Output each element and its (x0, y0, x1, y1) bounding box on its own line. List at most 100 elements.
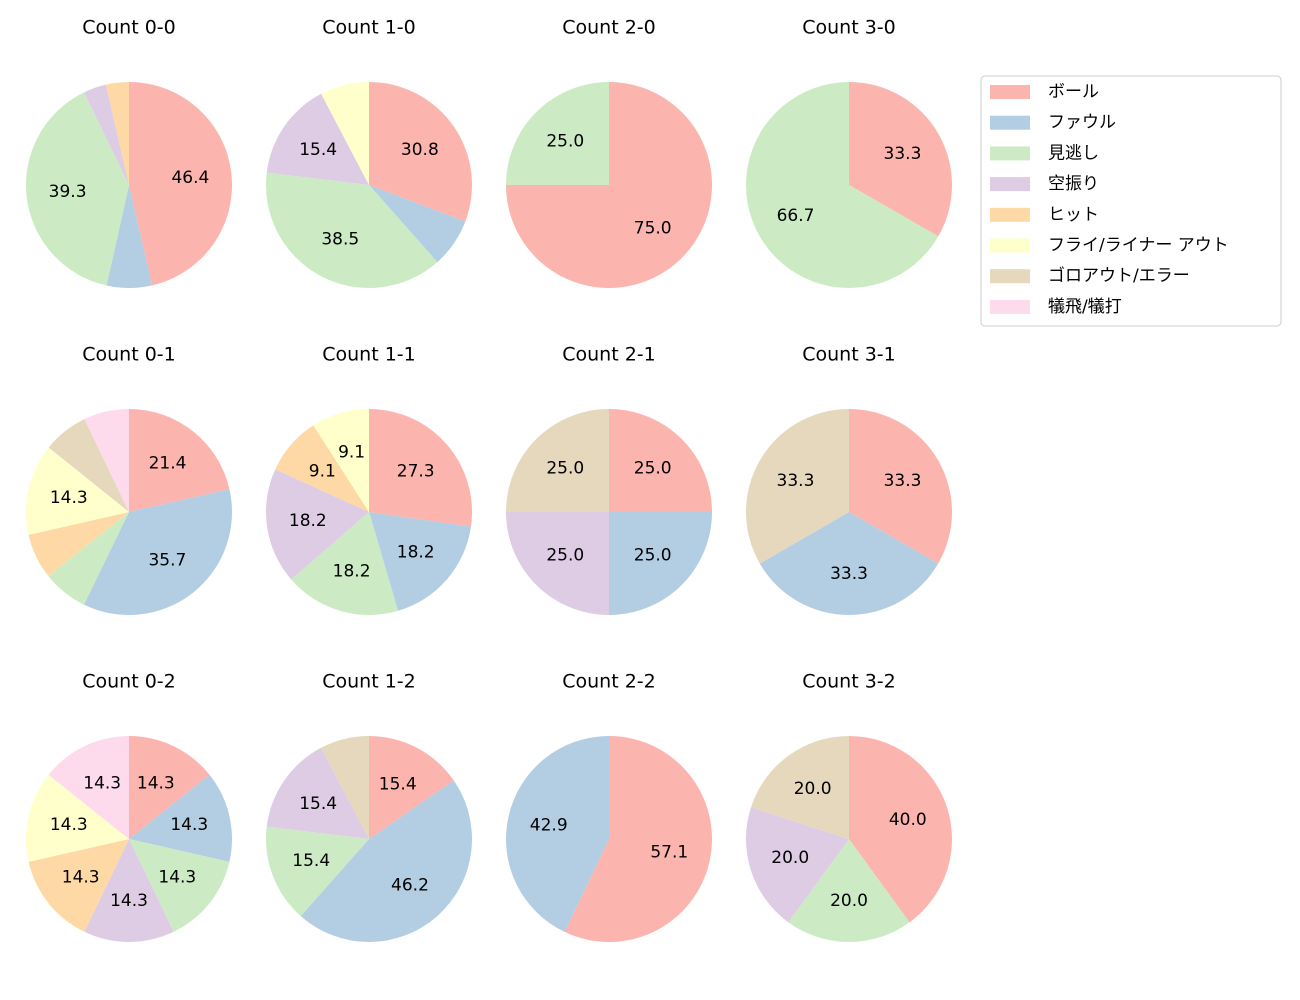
pie-slice (506, 512, 609, 615)
pie-slice (266, 747, 369, 839)
value-label: 33.3 (830, 564, 868, 584)
value-label: 33.3 (777, 471, 815, 491)
legend-swatch (990, 299, 1030, 314)
value-label: 21.4 (149, 454, 187, 474)
pie-slice (266, 469, 369, 580)
value-label: 20.0 (830, 891, 868, 911)
legend-label: ゴロアウト/エラー (1048, 265, 1190, 286)
pie-slice (25, 92, 130, 286)
legend-label: フライ/ライナー アウト (1048, 236, 1229, 256)
pie-slice (48, 419, 129, 512)
value-label: 14.3 (158, 868, 196, 888)
value-label: 33.3 (884, 471, 922, 491)
pie-slice (275, 425, 369, 512)
pie-slice (84, 839, 174, 942)
legend-swatch (990, 269, 1030, 284)
value-label: 15.4 (379, 774, 417, 794)
value-label: 14.3 (62, 868, 100, 888)
pie-slice (746, 807, 849, 923)
chart-title: Count 1-2 (322, 671, 416, 693)
pie-slice (745, 409, 849, 564)
chart-title: Count 2-1 (562, 344, 656, 366)
legend-label: 犠飛/犠打 (1048, 297, 1122, 317)
value-label: 42.9 (530, 815, 568, 835)
pie-slice (369, 512, 471, 611)
value-label: 75.0 (634, 219, 672, 239)
pie-slice (609, 512, 712, 615)
chart-title: Count 0-2 (82, 671, 176, 693)
chart-title: Count 0-0 (82, 17, 176, 39)
pie-slice (28, 839, 129, 932)
legend-swatch (990, 146, 1030, 161)
pie-slice (129, 82, 233, 286)
pie-slice (506, 736, 609, 932)
value-label: 46.2 (391, 875, 429, 895)
pie-slice (105, 82, 129, 185)
chart-title: Count 3-0 (802, 17, 896, 39)
pie-slice (369, 185, 466, 263)
pie-slice (26, 447, 130, 535)
pie-slice (266, 826, 369, 917)
value-label: 25.0 (546, 131, 584, 151)
pie-slice (745, 82, 939, 288)
pie-slice (849, 409, 952, 564)
value-label: 9.1 (338, 443, 365, 463)
legend-swatch (990, 207, 1030, 222)
value-label: 25.0 (546, 458, 584, 478)
value-label: 20.0 (771, 848, 809, 868)
value-label: 40.0 (889, 810, 927, 830)
pie-slice (129, 409, 230, 512)
value-label: 46.4 (171, 168, 209, 188)
pie-slice (291, 512, 399, 615)
pie-slice (300, 780, 473, 942)
legend-box (980, 75, 1282, 327)
pie-slice (849, 82, 953, 237)
pie-slice (83, 84, 129, 185)
pie-slice (84, 409, 129, 512)
pie-slice (106, 185, 153, 288)
pie-slice (129, 839, 230, 932)
value-label: 20.0 (794, 779, 832, 799)
pie-slice (313, 409, 369, 512)
value-label: 18.2 (397, 542, 435, 562)
legend-swatch (990, 115, 1030, 130)
pie-slice (266, 93, 369, 185)
legend-label: ヒット (1048, 205, 1099, 225)
pie-slice (609, 409, 712, 512)
chart-title: Count 2-2 (562, 671, 656, 693)
value-label: 14.3 (83, 773, 121, 793)
value-label: 57.1 (650, 843, 688, 863)
value-label: 30.8 (401, 140, 439, 160)
value-label: 14.3 (170, 815, 208, 835)
legend-label: ボール (1048, 82, 1099, 102)
pie-slice (849, 736, 953, 923)
legend-label: 空振り (1048, 174, 1099, 194)
pie-slice (266, 172, 438, 288)
value-label: 14.3 (50, 815, 88, 835)
pie-slice (48, 512, 130, 605)
chart-title: Count 1-0 (322, 17, 416, 39)
legend-label: ファウル (1048, 113, 1116, 133)
value-label: 15.4 (299, 140, 337, 160)
pie-slice (369, 82, 472, 222)
value-label: 25.0 (634, 546, 672, 566)
value-label: 14.3 (110, 891, 148, 911)
pie-slice (25, 774, 129, 862)
pie-slice (369, 736, 454, 839)
chart-title: Count 1-1 (322, 344, 416, 366)
chart-title: Count 2-0 (562, 17, 656, 39)
pie-slice (321, 736, 369, 839)
chart-title: Count 3-2 (802, 671, 896, 693)
pie-slice (506, 409, 609, 512)
pie-slice (321, 82, 369, 185)
value-label: 25.0 (546, 546, 584, 566)
pie-slice (564, 736, 712, 942)
value-label: 35.7 (148, 550, 186, 570)
value-label: 18.2 (333, 561, 371, 581)
pie-slice (83, 489, 232, 616)
value-label: 25.0 (634, 458, 672, 478)
value-label: 38.5 (321, 230, 359, 250)
value-label: 14.3 (50, 488, 88, 508)
value-label: 39.3 (49, 182, 87, 202)
